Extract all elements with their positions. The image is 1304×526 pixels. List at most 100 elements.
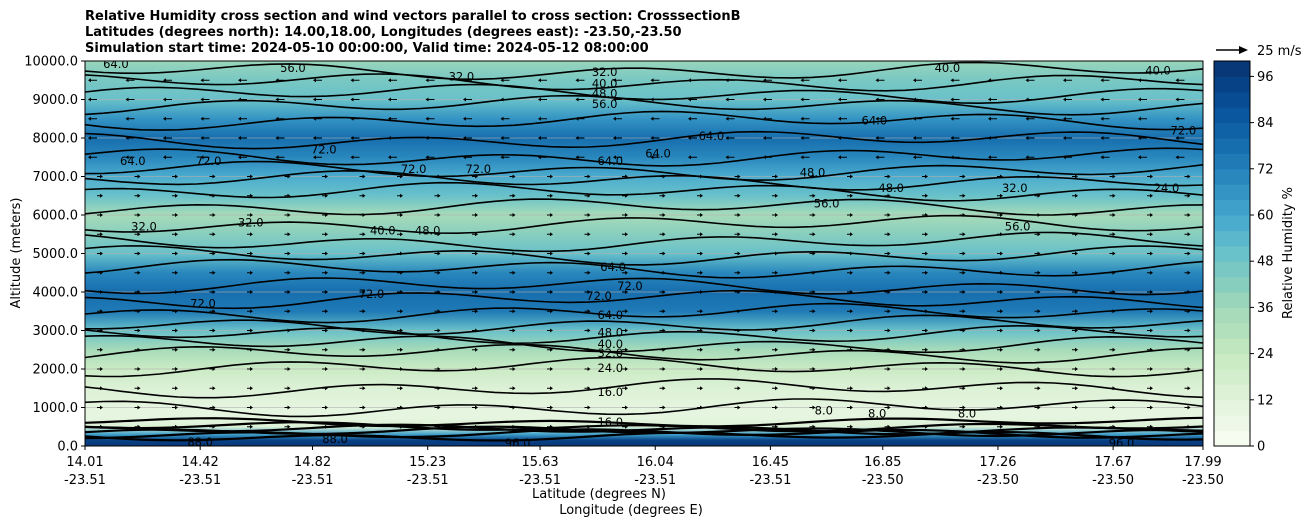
- wind-vector-head: [287, 290, 291, 294]
- wind-vector-head: [1063, 155, 1066, 160]
- wind-vector-head: [463, 78, 466, 83]
- wind-vector-head: [662, 386, 666, 391]
- wind-vector-head: [812, 232, 816, 237]
- wind-vector-head: [587, 213, 591, 217]
- wind-vector-head: [137, 270, 141, 275]
- wind-vector-head: [1112, 309, 1116, 314]
- wind-vector-head: [1187, 309, 1191, 314]
- wind-vector-head: [1187, 174, 1191, 179]
- wind-vector-head: [463, 155, 466, 160]
- wind-vector-head: [250, 290, 253, 294]
- wind-vector-head: [550, 424, 553, 429]
- wind-vector-head: [475, 174, 478, 179]
- wind-vector-head: [812, 386, 816, 391]
- wind-vector-head: [988, 78, 991, 83]
- wind-vector-head: [887, 174, 891, 179]
- wind-vector-head: [512, 347, 516, 352]
- contour-label: 72.0: [359, 287, 385, 301]
- contour-label: 32.0: [1002, 181, 1028, 195]
- contour-label: 32.0: [597, 346, 623, 360]
- x-tick-label-lat: 17.67: [1095, 455, 1132, 470]
- wind-vector-head: [437, 309, 441, 314]
- wind-vector-head: [662, 232, 666, 237]
- wind-vector-head: [550, 174, 553, 179]
- wind-vector-head: [1100, 97, 1104, 102]
- y-tick-label: 0.0: [57, 440, 78, 455]
- wind-vector-head: [1000, 174, 1003, 179]
- wind-vector-head: [1112, 213, 1116, 217]
- wind-vector-head: [287, 309, 291, 314]
- wind-vector-head: [1112, 174, 1116, 179]
- wind-vector-head: [362, 232, 366, 237]
- wind-vector-head: [137, 290, 141, 294]
- wind-vector-head: [250, 424, 253, 429]
- x-tick-label-lon: -23.50: [1092, 473, 1134, 488]
- wind-vector-head: [250, 232, 253, 237]
- colorbar: 0 12 24 36 48 60 72 84 96: [1213, 60, 1274, 455]
- wind-vector-head: [325, 328, 328, 333]
- wind-vector-head: [500, 155, 504, 160]
- wind-vector-head: [700, 347, 703, 352]
- wind-vector-head: [100, 405, 103, 410]
- contour-line: [85, 214, 1203, 235]
- colorbar-band: [1214, 168, 1250, 185]
- colorbar-band: [1214, 292, 1250, 308]
- wind-vector-head: [850, 232, 853, 237]
- contour-line: [85, 314, 1203, 336]
- colorbar-band: [1214, 245, 1250, 262]
- wind-vector-head: [212, 328, 216, 333]
- contour-line: [85, 378, 1203, 399]
- wind-vector-head: [850, 347, 853, 352]
- contour-label: 40.0: [597, 337, 623, 351]
- contour-label: 72.0: [190, 297, 216, 311]
- wind-vector-head: [550, 290, 553, 294]
- wind-vector-head: [625, 290, 628, 294]
- contour-line: [85, 343, 1203, 364]
- colorbar-band: [1214, 215, 1250, 231]
- wind-vector-head: [500, 136, 504, 140]
- wind-vector-head: [137, 424, 141, 429]
- contour-line: [85, 73, 1203, 92]
- wind-vector-head: [550, 270, 553, 275]
- contour-line: [85, 258, 1203, 279]
- wind-vector-head: [925, 367, 928, 371]
- wind-vector-head: [887, 386, 891, 391]
- contour-label: 24.0: [597, 361, 623, 375]
- x-axis-label-latitude: Latitude (degrees N): [532, 487, 666, 502]
- colorbar-tick-label: 0: [1257, 440, 1265, 455]
- wind-vector-head: [400, 328, 403, 333]
- wind-vector-head: [962, 347, 966, 352]
- wind-vector-head: [287, 232, 291, 237]
- wind-vector-head: [362, 386, 366, 391]
- wind-vector-head: [475, 213, 478, 217]
- wind-vector-head: [212, 386, 216, 391]
- wind-vector-head: [587, 193, 591, 198]
- wind-vector-head: [362, 174, 366, 179]
- contour-label: 8.0: [815, 404, 833, 418]
- wind-vector-head: [325, 193, 328, 198]
- wind-vector-head: [1187, 193, 1191, 198]
- wind-vector-head: [925, 347, 928, 352]
- wind-vector-head: [1075, 270, 1078, 275]
- colorbar-tick-label: 72: [1257, 162, 1274, 177]
- wind-vector-head: [662, 424, 666, 429]
- wind-vector-head: [737, 251, 741, 256]
- colorbar-band: [1214, 384, 1250, 401]
- wind-vector-head: [1025, 97, 1029, 102]
- wind-vector-head: [1150, 232, 1153, 237]
- wind-vector-head: [625, 193, 628, 198]
- wind-vector-head: [475, 405, 478, 410]
- wind-vector-head: [437, 328, 441, 333]
- wind-vector-head: [700, 367, 703, 371]
- wind-vector-head: [350, 136, 354, 140]
- wind-vector-head: [475, 328, 478, 333]
- wind-vector-head: [812, 347, 816, 352]
- colorbar-band: [1214, 153, 1250, 170]
- wind-vector-head: [175, 309, 178, 314]
- wind-vector-head: [388, 116, 391, 121]
- wind-vector-head: [725, 116, 729, 121]
- wind-vector-head: [175, 347, 178, 352]
- wind-vector-head: [812, 405, 816, 410]
- wind-vector-head: [1000, 405, 1003, 410]
- wind-vector-head: [388, 155, 391, 160]
